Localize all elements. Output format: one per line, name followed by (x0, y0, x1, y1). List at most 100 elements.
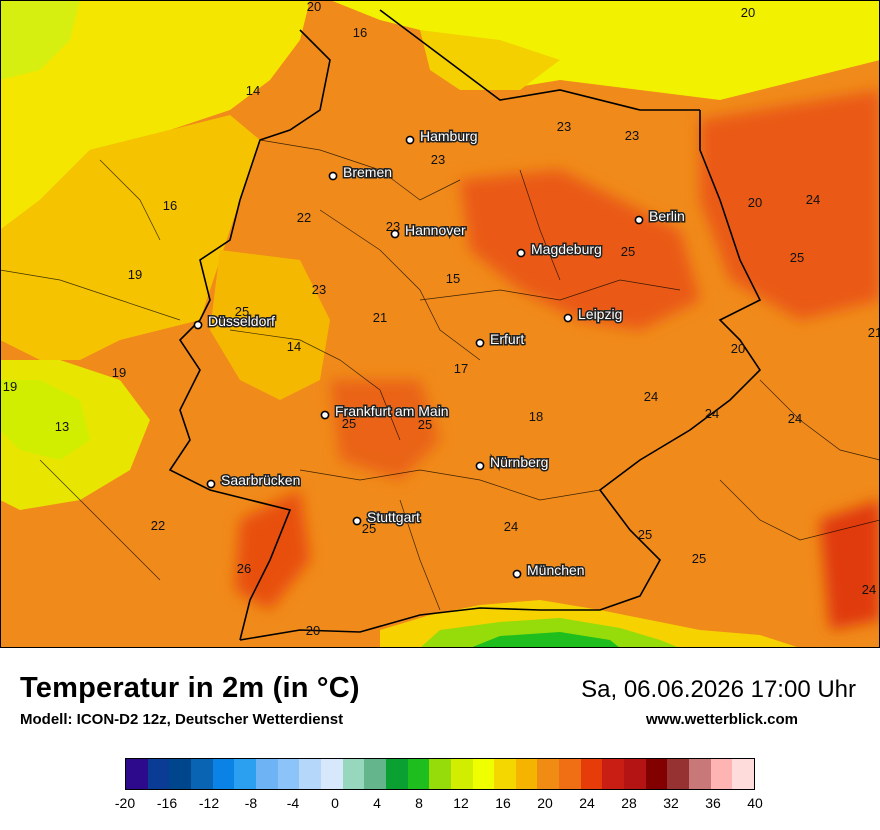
field-northwest-yellow (0, 0, 310, 230)
temperature-value: 20 (307, 0, 321, 14)
city-saarbrücken: Saarbrücken (206, 471, 302, 490)
field-rhine-valley-hot (235, 490, 310, 610)
temperature-value: 25 (362, 521, 376, 536)
temperature-value: 23 (557, 119, 571, 134)
city-magdeburg: Magdeburg (516, 240, 603, 259)
legend-swatch (429, 759, 451, 789)
temperature-value: 22 (151, 518, 165, 533)
legend-swatch (364, 759, 386, 789)
city-dot (320, 410, 330, 420)
city-dot (390, 229, 400, 239)
temperature-map: 20 16 20 14 23 23 23 22 23 16 20 24 25 25 19 23 15 21 25 21… (0, 0, 880, 648)
legend-swatch (190, 759, 213, 789)
temperature-value: 20 (741, 5, 755, 20)
website-link[interactable]: www.wetterblick.com (646, 711, 798, 728)
field-southeast-hot (820, 500, 880, 630)
legend-swatch (147, 759, 170, 789)
legend-tick-label: 28 (621, 795, 637, 811)
legend-swatch (277, 759, 300, 789)
field-poland-hot (700, 90, 880, 320)
region-line-5 (299, 469, 601, 501)
legend-tick-label: 8 (415, 795, 423, 811)
temperature-value: 24 (862, 582, 876, 597)
temperature-value: 23 (431, 152, 445, 167)
legend-tick-label: 36 (705, 795, 721, 811)
legend-swatch (342, 759, 365, 789)
region-line-8 (0, 269, 181, 321)
city-label: Hannover (405, 222, 466, 238)
city-label: Magdeburg (531, 241, 602, 257)
temperature-value: 23 (625, 128, 639, 143)
legend-swatch (602, 759, 625, 789)
city-label: Leipzig (578, 306, 622, 322)
field-baltic-gold (420, 30, 560, 90)
temperature-value: 13 (55, 419, 69, 434)
city-dot (563, 313, 573, 323)
legend-tick-label: 32 (663, 795, 679, 811)
city-label: Frankfurt am Main (335, 403, 449, 419)
legend-tick-label: -12 (198, 795, 220, 811)
field-northwest-green (0, 0, 80, 80)
region-line-12 (99, 159, 161, 241)
map-title: Temperatur in 2m (in °C) (20, 672, 360, 704)
temperature-value: 25 (342, 416, 356, 431)
footer: Temperatur in 2m (in °C) Modell: ICON-D2… (0, 648, 880, 830)
legend-swatch (472, 759, 495, 789)
legend-tick-label: 12 (453, 795, 469, 811)
city-dot (475, 461, 485, 471)
temperature-value: 17 (454, 361, 468, 376)
border-east-south (239, 110, 762, 641)
legend-swatch (299, 759, 321, 789)
temperature-value: 21 (868, 325, 880, 340)
temperature-value: 14 (287, 339, 301, 354)
temperature-value: 25 (692, 551, 706, 566)
temperature-value: 15 (446, 271, 460, 286)
city-label: Nürnberg (490, 454, 548, 470)
temperature-value: 18 (529, 409, 543, 424)
legend-swatch (689, 759, 711, 789)
city-label: Saarbrücken (221, 472, 300, 488)
city-leipzig: Leipzig (563, 305, 624, 324)
temperature-value: 14 (246, 83, 260, 98)
temperature-value: 24 (644, 389, 658, 404)
legend-swatch (494, 759, 516, 789)
temperature-value: 25 (790, 250, 804, 265)
legend-swatch (710, 759, 733, 789)
field-alps-darkgreen (470, 632, 620, 648)
legend-swatch (169, 759, 191, 789)
legend-swatch (624, 759, 646, 789)
legend-swatch (537, 759, 560, 789)
legend-swatch (255, 759, 278, 789)
field-baltic-yellow (330, 0, 880, 100)
city-hamburg: Hamburg (405, 127, 479, 146)
temperature-value: 20 (731, 341, 745, 356)
legend-swatch (320, 759, 343, 789)
city-hannover: Hannover (390, 221, 468, 240)
city-dot (352, 516, 362, 526)
city-münchen: München (512, 561, 586, 580)
field-main-hot (330, 380, 440, 480)
legend-tick-label: 24 (579, 795, 595, 811)
legend-swatch (212, 759, 235, 789)
city-dot (634, 215, 644, 225)
city-label: Düsseldorf (208, 313, 275, 329)
legend-swatch (667, 759, 690, 789)
legend-tick-label: 0 (331, 795, 339, 811)
forecast-datetime: Sa, 06.06.2026 17:00 Uhr (581, 676, 856, 703)
city-label: Stuttgart (367, 509, 420, 525)
legend-tick-label: 4 (373, 795, 381, 811)
legend-swatch (234, 759, 256, 789)
model-info: Modell: ICON-D2 12z, Deutscher Wetterdie… (20, 711, 344, 728)
legend-tick-label: -16 (156, 795, 178, 811)
city-nürnberg: Nürnberg (475, 453, 550, 472)
city-dot (512, 569, 522, 579)
legend-swatch (732, 759, 755, 789)
region-line-7 (519, 169, 561, 281)
temperature-value: 24 (504, 519, 518, 534)
legend-ticks: -20 -16 -12 -8 -4 0 4 8 12 16 20 24 28 32 36 40 (115, 795, 763, 815)
color-legend (125, 758, 755, 790)
city-dot (206, 479, 216, 489)
city-dot (516, 248, 526, 258)
field-ardennes-green (0, 380, 90, 460)
